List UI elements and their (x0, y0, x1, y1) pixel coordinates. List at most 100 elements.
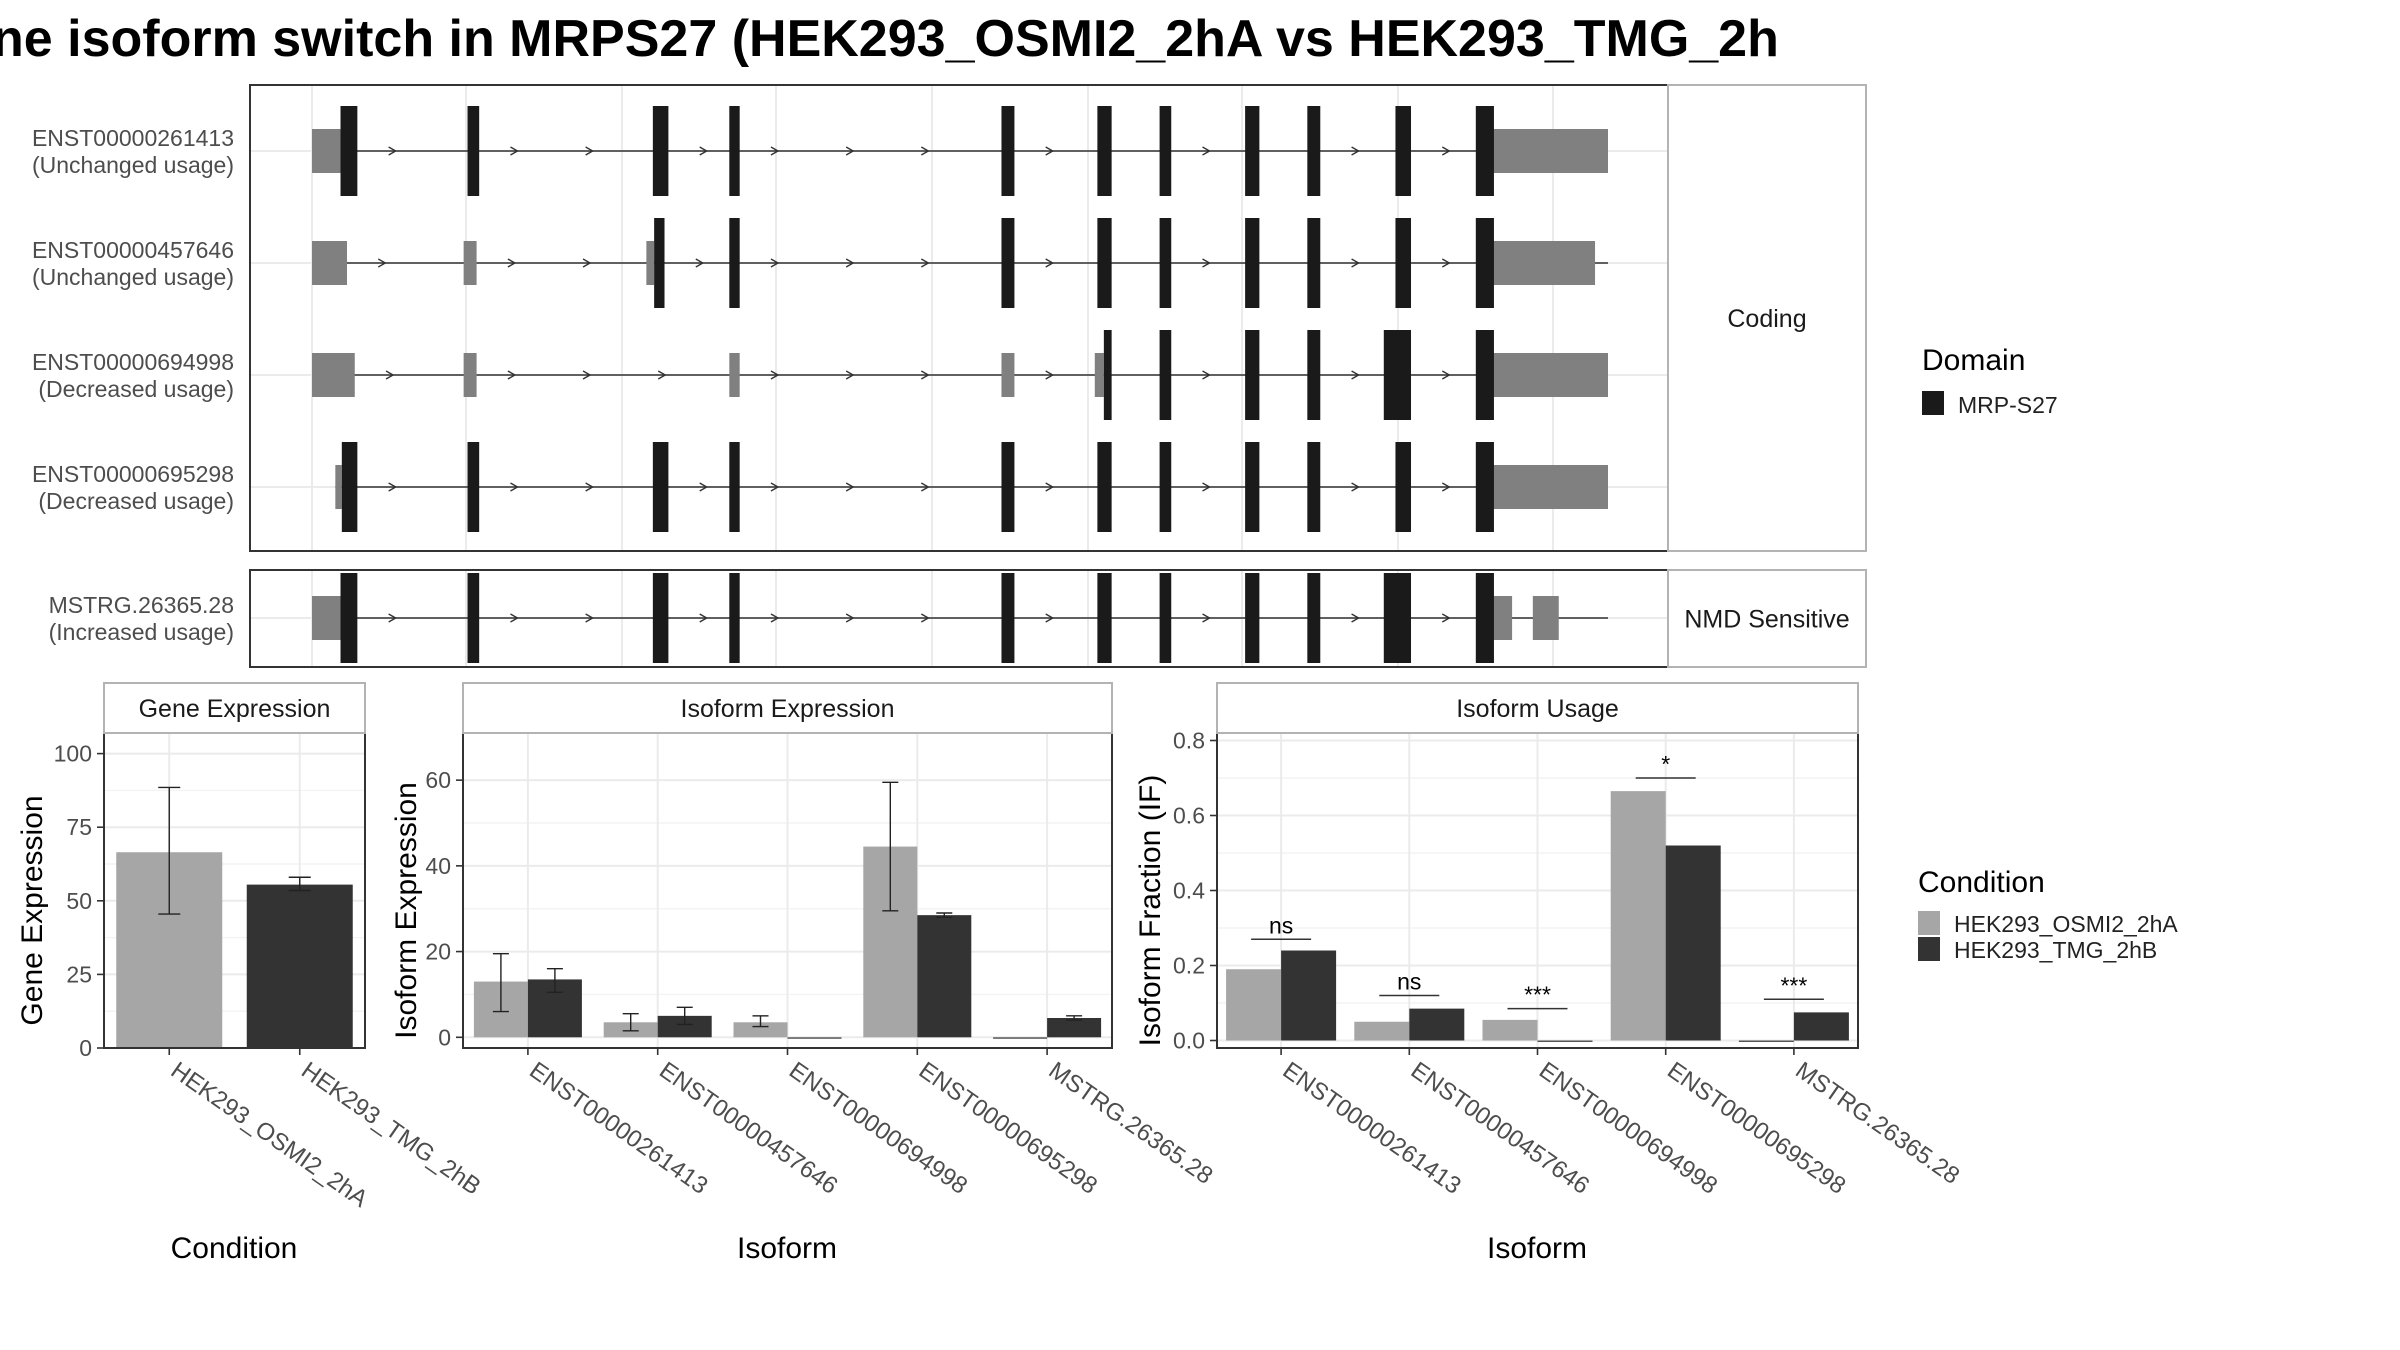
y-axis-title: Gene Expression (16, 795, 49, 1025)
bar (1482, 1019, 1538, 1041)
y-tick-label: 75 (66, 814, 92, 840)
intron-arrow (1045, 258, 1055, 268)
utr-exon (1532, 596, 1559, 640)
condition-legend: Condition HEK293_OSMI2_2hA HEK293_TMG_2h… (1918, 866, 2178, 963)
domain-legend-label: MRP-S27 (1958, 392, 2058, 418)
intron-arrow (585, 146, 595, 156)
domain-exon (467, 442, 480, 532)
domain-exon (340, 573, 358, 663)
bar (1610, 791, 1666, 1041)
condition-legend-key-b (1918, 937, 1940, 961)
domain-exon (1001, 106, 1015, 196)
intron-arrow (770, 482, 780, 492)
intron-arrow (920, 613, 930, 623)
main-title: ne isoform switch in MRPS27 (HEK293_OSMI… (0, 10, 1779, 68)
isoform-id-label: ENST00000695298 (32, 461, 234, 487)
bar (246, 884, 353, 1048)
intron-arrow (770, 370, 780, 380)
bar (1793, 1012, 1849, 1041)
y-tick-label: 50 (66, 888, 92, 914)
intron-arrow (1045, 482, 1055, 492)
domain-exon (1475, 442, 1494, 532)
utr-exon (729, 353, 740, 397)
condition-legend-label-a: HEK293_OSMI2_2hA (1954, 911, 2178, 937)
y-tick-label: 100 (54, 741, 92, 767)
domain-exon (1159, 218, 1172, 308)
domain-exon (1245, 442, 1260, 532)
intron-arrow (699, 146, 709, 156)
bar (787, 1037, 842, 1039)
significance-label: * (1661, 751, 1670, 777)
utr-exon (1484, 465, 1608, 509)
domain-exon (1383, 573, 1412, 663)
y-tick-label: 0.2 (1173, 953, 1205, 979)
domain-exon (1395, 442, 1412, 532)
intron-arrow (1202, 613, 1211, 623)
intron-arrow (845, 258, 855, 268)
intron-arrow (920, 482, 930, 492)
domain-exon (729, 442, 740, 532)
isoform-id-label: ENST00000261413 (32, 125, 234, 151)
domain-exon (1245, 218, 1260, 308)
intron-arrow (1351, 370, 1360, 380)
intron-arrow (845, 370, 855, 380)
domain-exon (1245, 330, 1260, 420)
chart-strip (462, 682, 1113, 734)
domain-exon (1001, 218, 1015, 308)
bar (1047, 1018, 1102, 1038)
isoform-structure-plot: ENST00000261413(Unchanged usage)ENST0000… (32, 84, 1867, 668)
utr-exon (1484, 129, 1608, 173)
domain-exon (1001, 442, 1015, 532)
structure-strip-label: Coding (1727, 305, 1806, 333)
domain-exon (1159, 442, 1172, 532)
isoform-id-label: MSTRG.26365.28 (49, 592, 234, 618)
chart-title: Gene Expression (139, 695, 331, 723)
intron-arrow (385, 370, 395, 380)
condition-legend-title: Condition (1918, 866, 2045, 899)
y-tick-label: 0.0 (1173, 1028, 1205, 1054)
bar (917, 915, 972, 1038)
utr-exon (1484, 241, 1596, 285)
intron-arrow (770, 613, 780, 623)
bar (1665, 845, 1721, 1041)
utr-exon (312, 596, 341, 640)
intron-arrow (585, 613, 595, 623)
significance-label: *** (1780, 972, 1807, 998)
intron-arrow (770, 146, 780, 156)
significance-label: ns (1269, 912, 1293, 938)
bar (1226, 969, 1282, 1041)
intron-arrow (699, 613, 709, 623)
intron-arrow (388, 482, 398, 492)
intron-arrow (845, 613, 855, 623)
isoform-id-label: ENST00000457646 (32, 237, 234, 263)
intron-arrow (699, 482, 709, 492)
domain-exon (1097, 218, 1112, 308)
chart-title: Isoform Usage (1456, 695, 1619, 723)
domain-exon (652, 442, 669, 532)
intron-arrow (1045, 613, 1055, 623)
y-tick-label: 0.8 (1173, 728, 1205, 754)
intron-arrow (510, 613, 519, 623)
intron-arrow (1351, 146, 1360, 156)
domain-exon (1097, 442, 1112, 532)
domain-exon (1245, 573, 1260, 663)
bar (1409, 1008, 1465, 1041)
domain-exon (1307, 442, 1321, 532)
bar (1281, 950, 1337, 1041)
intron-arrow (388, 613, 398, 623)
condition-legend-label-b: HEK293_TMG_2hB (1954, 937, 2157, 963)
bar (993, 1037, 1048, 1039)
domain-exon (467, 106, 480, 196)
domain-exon (1245, 106, 1260, 196)
domain-exon (652, 106, 669, 196)
intron-arrow (920, 258, 930, 268)
chart-strip (1216, 682, 1859, 734)
domain-exon (1103, 330, 1112, 420)
condition-legend-key-a (1918, 911, 1940, 935)
utr-exon (335, 465, 342, 509)
bar (733, 1022, 788, 1038)
